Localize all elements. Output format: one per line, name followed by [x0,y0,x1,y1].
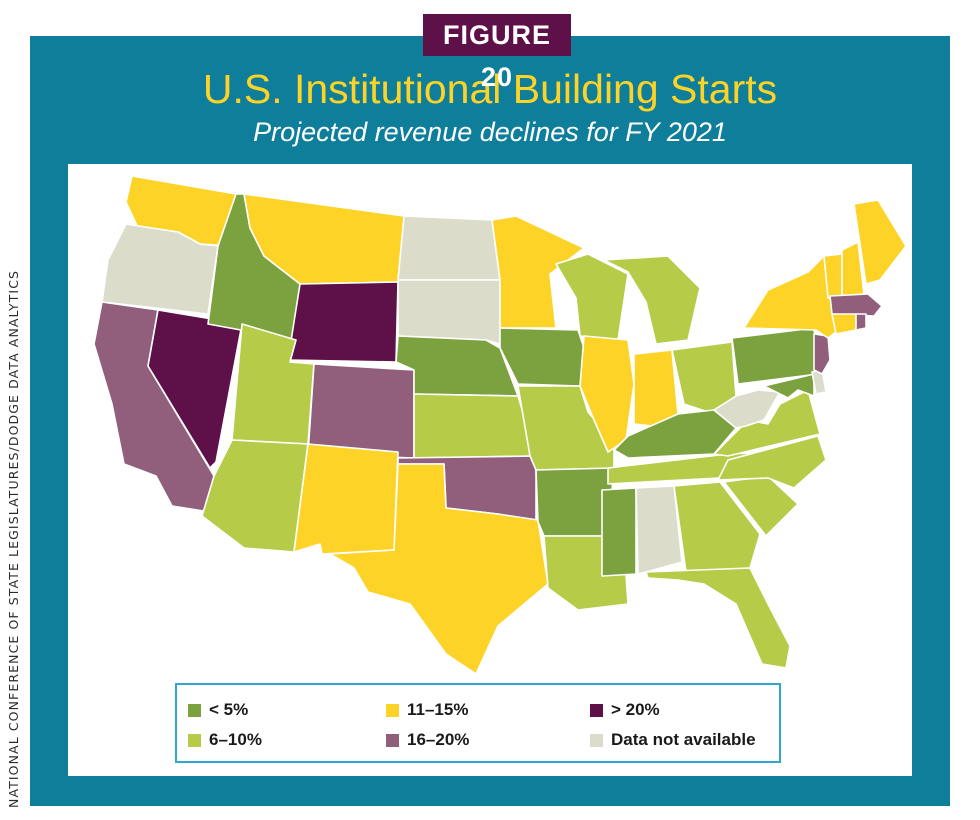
map-panel [68,164,912,776]
legend-item-16-20: 16–20% [386,729,469,751]
state-CT [831,313,857,335]
figure-label: FIGURE 20 [423,14,571,92]
legend-label-16-20: 16–20% [407,730,470,749]
legend-label-na: Data not available [611,730,756,749]
us-states-map [93,175,907,675]
state-MA [829,293,883,317]
state-NJ [813,333,831,375]
legend-label-gt20: > 20% [611,700,660,719]
state-IN [633,349,679,427]
state-SD [397,279,501,345]
state-WY [287,281,399,363]
map-legend: < 5% 6–10% 11–15% 16–20% > 20% Data not … [175,683,781,763]
source-credit: NATIONAL CONFERENCE OF STATE LEGISLATURE… [6,269,21,808]
state-KS [413,393,537,459]
legend-swatch-11-15 [386,703,399,717]
state-VT [823,253,843,299]
state-NM [293,443,399,555]
legend-swatch-lt5 [188,703,201,717]
legend-swatch-na [590,733,603,747]
state-MS [601,487,637,577]
legend-item-11-15: 11–15% [386,699,468,721]
state-CO [307,363,415,459]
legend-swatch-gt20 [590,703,603,717]
legend-label-lt5: < 5% [209,700,249,719]
state-NC [717,435,827,489]
figure-subtitle: Projected revenue declines for FY 2021 [253,117,727,147]
legend-label-6-10: 6–10% [209,730,262,749]
state-RI [855,313,867,331]
legend-swatch-16-20 [386,733,399,747]
state-MN [491,215,585,329]
state-TX [329,463,549,675]
state-ND [397,215,501,281]
legend-swatch-6-10 [188,733,201,747]
state-GA [673,481,761,573]
state-IA [499,327,589,387]
state-AL [635,485,683,575]
figure-title: U.S. Institutional Building Starts [202,66,778,112]
state-FL [645,567,791,669]
legend-item-6-10: 6–10% [188,729,262,751]
state-ME [853,199,907,285]
state-MI [603,255,701,345]
legend-item-lt5: < 5% [188,699,248,721]
legend-item-gt20: > 20% [590,699,660,721]
state-AZ [201,439,309,553]
legend-label-11-15: 11–15% [407,700,469,719]
legend-item-na: Data not available [590,729,756,751]
state-WV [713,389,781,429]
